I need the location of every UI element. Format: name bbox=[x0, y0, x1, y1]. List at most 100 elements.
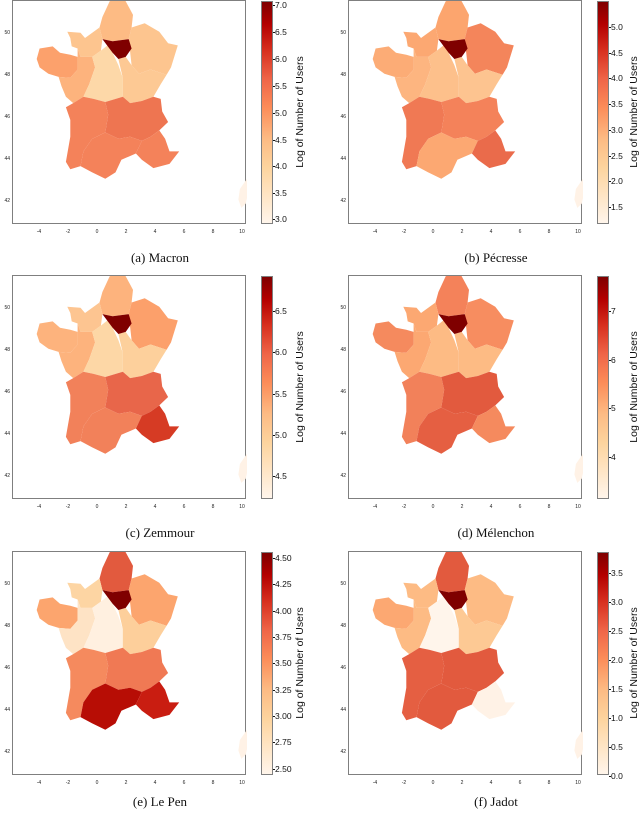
x-tick: 2 bbox=[460, 504, 464, 510]
colorbar-tick: 3.00 bbox=[273, 711, 292, 721]
x-tick: 8 bbox=[547, 780, 551, 786]
x-tick: 4 bbox=[153, 504, 157, 510]
colorbar-tick: 5.0 bbox=[273, 430, 287, 440]
y-tick: 50 bbox=[340, 30, 346, 36]
colorbar-tick: 3.50 bbox=[273, 658, 292, 668]
colorbar-label: Log of Number of Users bbox=[628, 607, 640, 719]
map-axes bbox=[12, 551, 247, 775]
colorbar-tick: 7.0 bbox=[273, 0, 287, 10]
colorbar bbox=[261, 276, 273, 499]
y-tick: 46 bbox=[340, 114, 346, 120]
colorbar-tick: 7 bbox=[609, 306, 616, 316]
y-tick: 44 bbox=[340, 156, 346, 162]
x-tick: 0 bbox=[95, 780, 99, 786]
x-tick: 10 bbox=[239, 780, 245, 786]
colorbar-tick: 6.5 bbox=[273, 306, 287, 316]
colorbar-tick: 2.50 bbox=[273, 764, 292, 774]
panel-caption: (c) Zemmour bbox=[125, 525, 195, 540]
x-tick: 6 bbox=[518, 504, 522, 510]
map-axes bbox=[12, 0, 247, 224]
colorbar-tick: 4 bbox=[609, 452, 616, 462]
x-tick: 8 bbox=[211, 504, 215, 510]
x-tick: -4 bbox=[372, 780, 378, 786]
x-tick: -2 bbox=[65, 780, 71, 786]
colorbar bbox=[597, 276, 609, 499]
panel-caption: (a) Macron bbox=[130, 250, 190, 265]
colorbar-tick: 2.0 bbox=[609, 176, 623, 186]
y-tick: 42 bbox=[340, 198, 346, 204]
colorbar-tick: 6.0 bbox=[273, 54, 287, 64]
x-tick: -2 bbox=[65, 504, 71, 510]
x-tick: 6 bbox=[182, 504, 186, 510]
colorbar-tick: 4.5 bbox=[273, 471, 287, 481]
x-tick: 2 bbox=[124, 780, 128, 786]
y-tick: 48 bbox=[4, 347, 10, 353]
map-axes bbox=[348, 275, 583, 499]
y-tick: 42 bbox=[340, 749, 346, 755]
y-tick: 48 bbox=[4, 623, 10, 629]
colorbar-tick: 0.5 bbox=[609, 742, 623, 752]
y-tick: 44 bbox=[340, 707, 346, 713]
map-axes bbox=[348, 0, 583, 224]
colorbar-tick: 3.25 bbox=[273, 685, 292, 695]
x-tick: 4 bbox=[153, 780, 157, 786]
france-choropleth bbox=[372, 552, 583, 759]
colorbar-tick: 5.0 bbox=[609, 22, 623, 32]
y-tick: 44 bbox=[340, 431, 346, 437]
x-tick: 10 bbox=[575, 780, 581, 786]
x-tick: 4 bbox=[489, 229, 493, 235]
x-tick: 6 bbox=[182, 780, 186, 786]
x-tick: 6 bbox=[518, 780, 522, 786]
colorbar-tick: 6 bbox=[609, 355, 616, 365]
colorbar-tick: 3.5 bbox=[609, 99, 623, 109]
y-tick: 44 bbox=[4, 156, 10, 162]
region-normandie bbox=[67, 27, 103, 57]
colorbar-tick: 5.0 bbox=[273, 108, 287, 118]
x-tick: 10 bbox=[239, 229, 245, 235]
x-tick: 6 bbox=[518, 229, 522, 235]
y-tick: 48 bbox=[340, 623, 346, 629]
colorbar bbox=[261, 552, 273, 775]
x-tick: 4 bbox=[489, 504, 493, 510]
x-tick: -2 bbox=[401, 229, 407, 235]
region-hauts-de-france bbox=[99, 1, 133, 42]
x-tick: 10 bbox=[239, 504, 245, 510]
x-tick: 0 bbox=[431, 229, 435, 235]
y-tick: 46 bbox=[4, 114, 10, 120]
y-tick: 50 bbox=[4, 305, 10, 311]
x-tick: 4 bbox=[489, 780, 493, 786]
france-choropleth bbox=[36, 276, 247, 483]
france-choropleth bbox=[372, 276, 583, 483]
x-tick: 8 bbox=[547, 504, 551, 510]
x-tick: 0 bbox=[431, 504, 435, 510]
colorbar-tick: 2.5 bbox=[609, 626, 623, 636]
y-tick: 44 bbox=[4, 431, 10, 437]
colorbar bbox=[597, 1, 609, 224]
colorbar bbox=[261, 1, 273, 224]
x-tick: -2 bbox=[65, 229, 71, 235]
x-tick: 2 bbox=[124, 229, 128, 235]
france-choropleth bbox=[372, 1, 583, 208]
y-tick: 44 bbox=[4, 707, 10, 713]
panel-melenchon: 7 6 5 4 Log of Number of Users (d) Mélen… bbox=[320, 275, 640, 547]
y-tick: 42 bbox=[4, 473, 10, 479]
region-grand-est bbox=[128, 23, 178, 75]
map-axes bbox=[12, 275, 247, 499]
colorbar-label: Log of Number of Users bbox=[294, 56, 306, 168]
y-tick: 46 bbox=[340, 389, 346, 395]
colorbar-tick: 4.0 bbox=[609, 73, 623, 83]
y-tick: 50 bbox=[4, 581, 10, 587]
colorbar-tick: 4.0 bbox=[273, 161, 287, 171]
x-tick: 10 bbox=[575, 504, 581, 510]
x-tick: 2 bbox=[460, 780, 464, 786]
panel-zemmour: 6.5 6.0 5.5 5.0 4.5 Log of Number of Use… bbox=[0, 275, 320, 547]
panel-jadot: 3.5 3.0 2.5 2.0 1.5 1.0 0.5 0.0 Log of N… bbox=[320, 551, 640, 823]
colorbar-tick: 3.0 bbox=[609, 125, 623, 135]
france-choropleth bbox=[36, 1, 247, 208]
panel-caption: (d) Mélenchon bbox=[457, 525, 535, 540]
colorbar-tick: 3.0 bbox=[273, 214, 287, 224]
y-tick: 42 bbox=[4, 198, 10, 204]
colorbar-tick: 0.0 bbox=[609, 771, 623, 781]
colorbar-label: Log of Number of Users bbox=[628, 331, 640, 443]
colorbar-tick: 5.5 bbox=[273, 389, 287, 399]
